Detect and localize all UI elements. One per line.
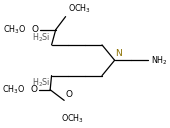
Text: CH$_3$O: CH$_3$O	[3, 23, 26, 36]
Text: O: O	[66, 90, 73, 99]
Text: H$_2$Si: H$_2$Si	[32, 32, 50, 44]
Text: CH$_3$O: CH$_3$O	[2, 83, 25, 96]
Text: O: O	[31, 85, 38, 94]
Text: N: N	[115, 50, 122, 58]
Text: OCH$_3$: OCH$_3$	[68, 3, 91, 15]
Text: O: O	[32, 25, 39, 34]
Text: NH$_2$: NH$_2$	[151, 54, 168, 67]
Text: OCH$_3$: OCH$_3$	[61, 112, 84, 125]
Text: H$_2$Si: H$_2$Si	[32, 76, 50, 89]
